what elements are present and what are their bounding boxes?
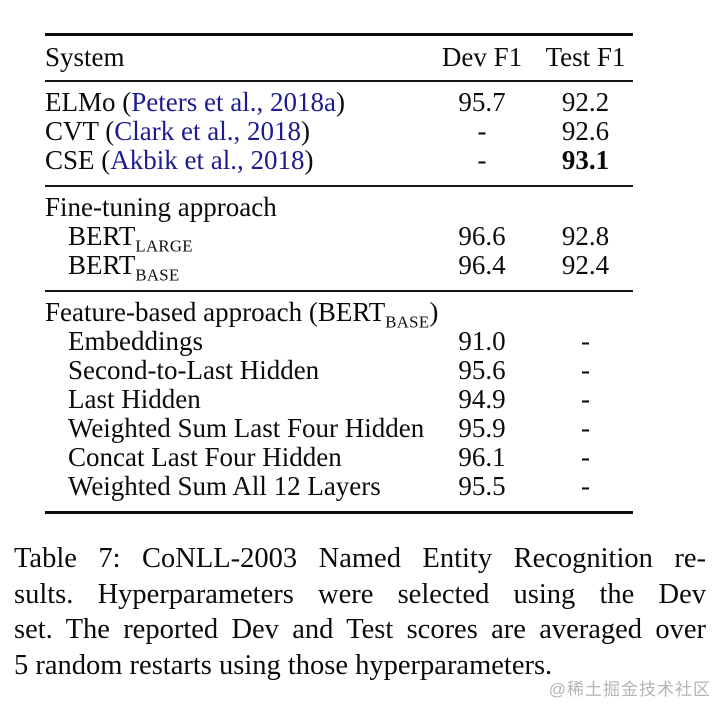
system-cell: CVT (Clark et al., 2018) [45,117,426,146]
citation-link[interactable]: Peters et al., 2018a [131,87,336,117]
dev-f1-value: 91.0 [458,326,506,356]
test-f1-value: - [581,413,590,443]
dev-f1-value: 95.6 [458,355,506,385]
system-cell: ELMo (Peters et al., 2018a) [45,88,426,117]
dev-f1-value: 95.9 [458,413,506,443]
table-row: CSE (Akbik et al., 2018) - 93.1 [45,146,633,175]
test-f1-value: - [581,442,590,472]
model-name: BERT [317,297,386,327]
table-row: BERTBASE 96.4 92.4 [45,250,633,284]
table-row: Embeddings 91.0 - [45,327,633,356]
results-table: System Dev F1 Test F1 ELMo (Peters et al… [45,33,633,514]
system-name: ELMo ( [45,87,132,117]
system-name-suffix: ) [300,116,310,146]
table-row: Weighted Sum Last Four Hidden 95.9 - [45,414,633,443]
variant-label: Second-to-Last Hidden [68,355,320,385]
table-bottom-rule [45,511,633,514]
caption-line: Table 7: CoNLL-2003 Named Entity Recogni… [14,543,706,574]
dev-f1-value: 96.4 [458,250,506,280]
dev-f1-value: - [477,116,487,146]
table-row: ELMo (Peters et al., 2018a) 95.7 92.2 [45,88,633,117]
col-header-test-f1: Test F1 [545,42,626,72]
test-f1-value-best: 93.1 [561,145,610,175]
model-size-subscript: LARGE [135,236,193,256]
table-header-rule [45,80,633,82]
test-f1-value: - [581,471,590,501]
system-name-suffix: ) [335,87,345,117]
section-title: Fine-tuning approach [45,192,277,222]
test-f1-value: 92.8 [561,221,610,251]
test-f1-value: - [581,326,590,356]
table-row: Concat Last Four Hidden 96.1 - [45,443,633,472]
table-row: BERTLARGE 96.6 92.8 [45,221,633,255]
dev-f1-value: 95.7 [458,87,506,117]
table-row: Last Hidden 94.9 - [45,385,633,414]
col-header-system: System [45,42,125,72]
col-header-dev-f1: Dev F1 [441,42,523,72]
table-row: Second-to-Last Hidden 95.6 - [45,356,633,385]
section-title-row: Feature-based approach (BERTBASE) [45,297,633,331]
section-title-suffix: ) [429,297,439,327]
table-row: CVT (Clark et al., 2018) - 92.6 [45,117,633,146]
table-row: Weighted Sum All 12 Layers 95.5 - [45,472,633,501]
model-size-subscript: BASE [385,312,430,332]
model-name: BERT [68,250,136,280]
table-caption: Table 7: CoNLL-2003 Named Entity Recogni… [14,541,706,683]
section-feature-based: Feature-based approach (BERTBASE) Embedd… [45,292,633,511]
variant-label: Concat Last Four Hidden [68,442,342,472]
watermark-text: @稀土掘金技术社区 [548,680,711,699]
dev-f1-value: 96.1 [458,442,506,472]
table-header-row: System Dev F1 Test F1 [45,36,633,80]
dev-f1-value: - [477,145,487,175]
test-f1-value: 92.2 [561,87,610,117]
section-divider-rule [45,290,633,292]
table-top-rule [45,33,633,36]
section-divider-rule [45,185,633,187]
test-f1-value: - [581,384,590,414]
variant-label: Embeddings [68,326,203,356]
system-cell: BERTBASE [45,250,426,284]
variant-label: Weighted Sum Last Four Hidden [68,413,425,443]
dev-f1-value: 96.6 [458,221,506,251]
system-name: CVT ( [45,116,115,146]
variant-label: Weighted Sum All 12 Layers [68,471,381,501]
system-cell: CSE (Akbik et al., 2018) [45,146,426,175]
test-f1-value: - [581,355,590,385]
caption-line: set. The reported Dev and Test scores ar… [14,614,706,645]
system-cell: BERTLARGE [45,221,426,255]
section-fine-tuning: Fine-tuning approach BERTLARGE 96.6 92.8… [45,187,633,290]
dev-f1-value: 95.5 [458,471,506,501]
test-f1-value: 92.6 [561,116,610,146]
section-title: Feature-based approach (BERTBASE) [45,297,439,331]
system-name: CSE ( [45,145,111,175]
citation-link[interactable]: Akbik et al., 2018 [110,145,305,175]
variant-label: Last Hidden [68,384,201,414]
caption-line: 5 random restarts using those hyperparam… [14,649,553,681]
dev-f1-value: 94.9 [458,384,506,414]
section-prior-systems: ELMo (Peters et al., 2018a) 95.7 92.2 CV… [45,82,633,185]
section-title-row: Fine-tuning approach [45,193,633,222]
test-f1-value: 92.4 [561,250,610,280]
model-name: BERT [68,221,136,251]
model-size-subscript: BASE [135,265,180,285]
section-title-text: Feature-based approach ( [45,297,318,327]
caption-line: sults. Hyperparameters were selected usi… [14,578,706,610]
system-name-suffix: ) [304,145,314,175]
citation-link[interactable]: Clark et al., 2018 [114,116,301,146]
